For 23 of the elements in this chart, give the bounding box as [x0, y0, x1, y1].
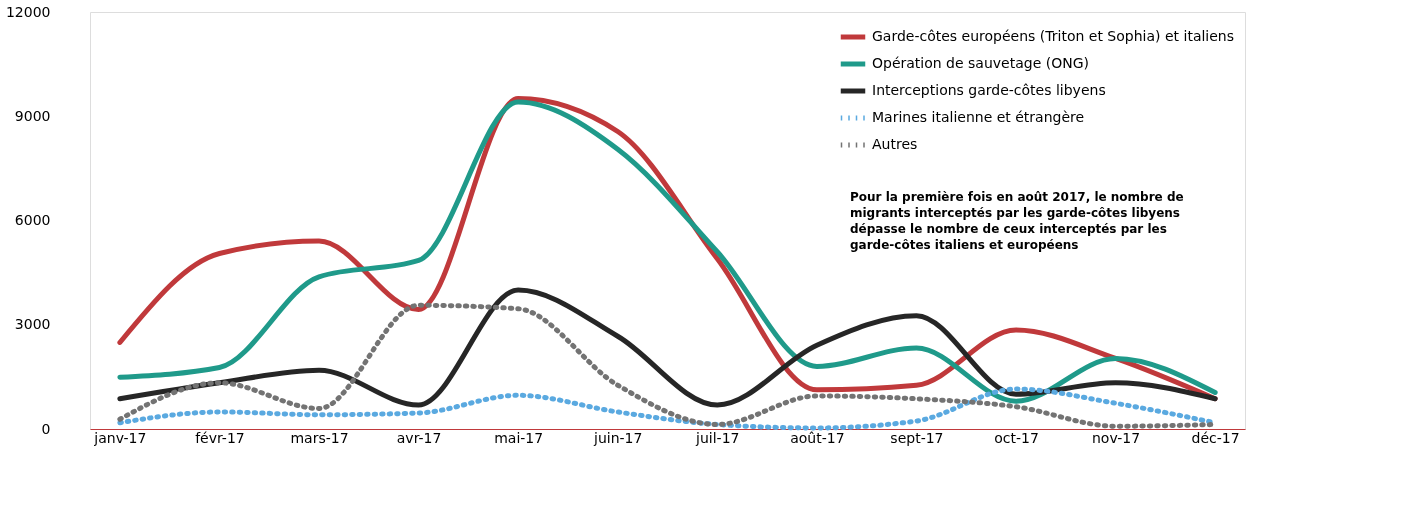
y-tick-label: 9000 [14, 107, 51, 124]
legend-label: Autres [872, 136, 918, 152]
x-tick-label: juin-17 [593, 429, 643, 446]
annotation: Pour la première fois en août 2017, le nombre de migrants interceptés par les garde-côtes libyens dépasse le nombre de ceux interceptés par les garde-côtes italiens et européens [850, 190, 1184, 252]
x-tick-label: janv-17 [93, 429, 147, 446]
x-tick-label: oct-17 [994, 429, 1039, 446]
legend-label: Garde-côtes européens (Triton et Sophia) et italiens [872, 28, 1235, 44]
legend-label: Marines italienne et étrangère [872, 109, 1085, 125]
x-tick-label: avr-17 [396, 429, 442, 446]
legend-label: Opération de sauvetage (ONG) [872, 55, 1089, 71]
x-tick-label: sept-17 [890, 429, 944, 446]
x-tick-label: mai-17 [494, 429, 544, 446]
x-tick-label: mars-17 [290, 429, 349, 446]
x-tick-label: nov-17 [1091, 429, 1141, 446]
y-tick-label: 12000 [5, 3, 51, 20]
legend-label: Interceptions garde-côtes libyens [872, 82, 1106, 98]
x-tick-label: juil-17 [695, 429, 740, 446]
y-tick-label: 6000 [14, 212, 51, 228]
x-tick-label: déc-17 [1191, 429, 1240, 446]
y-tick-label: 3000 [14, 316, 51, 333]
x-tick-label: févr-17 [195, 429, 245, 446]
y-tick-label: 0 [41, 420, 51, 437]
x-tick-label: août-17 [790, 429, 845, 446]
